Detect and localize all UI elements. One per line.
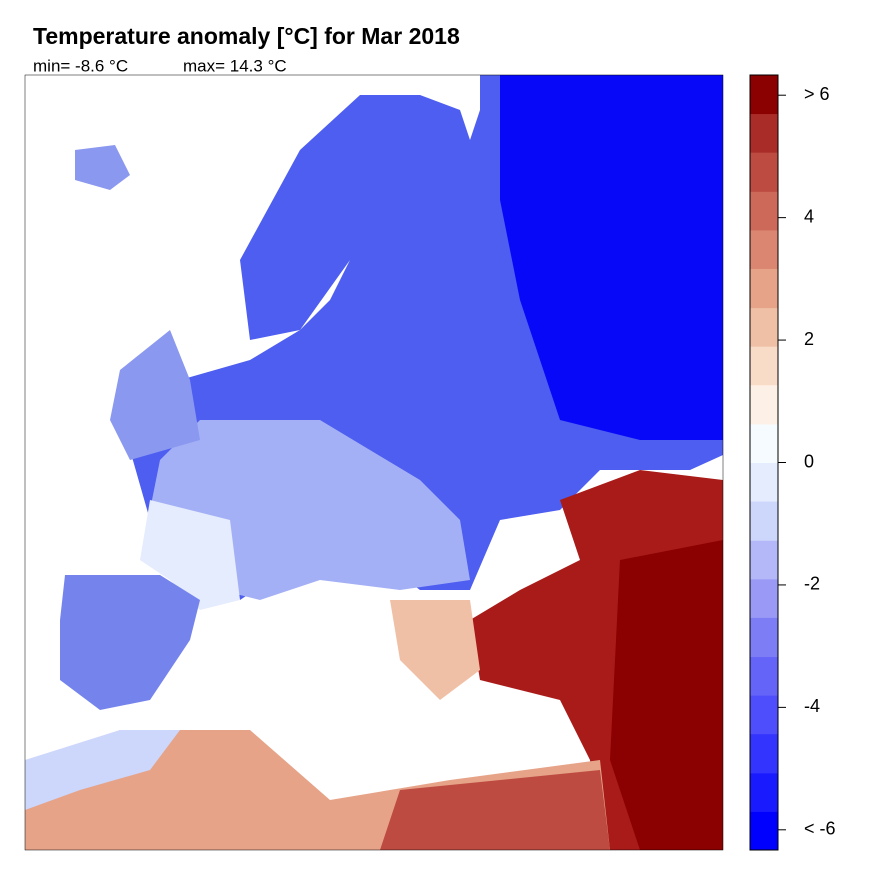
tick-label: < -6 (804, 819, 836, 839)
colorbar-band (750, 578, 778, 618)
colorbar-band (750, 423, 778, 463)
colorbar-band (750, 695, 778, 735)
colorbar-band (750, 152, 778, 192)
colorbar-band (750, 733, 778, 774)
morocco-land (25, 730, 180, 810)
east-land (610, 540, 723, 850)
max-label: max= 14.3 °C (183, 56, 287, 75)
colorbar-band (750, 307, 778, 347)
colorbar-band (750, 75, 778, 115)
tick-label: > 6 (804, 84, 830, 104)
colorbar-band (750, 617, 778, 658)
greece-land (390, 600, 480, 700)
tick-label: 0 (804, 451, 814, 471)
colorbar-band (750, 229, 778, 269)
colorbar-band (750, 772, 778, 812)
colorbar-band (750, 191, 778, 231)
colorbar-band (750, 656, 778, 696)
colorbar-band (750, 346, 778, 386)
tick-label: -4 (804, 696, 820, 716)
colorbar-band (750, 540, 778, 580)
colorbar-band (750, 384, 778, 425)
colorbar-band (750, 268, 778, 309)
chart-title: Temperature anomaly [°C] for Mar 2018 (33, 23, 460, 49)
iceland-land (75, 145, 130, 190)
libya-egypt-land (380, 770, 610, 850)
russia-land (500, 75, 723, 440)
colorbar-band (750, 113, 778, 153)
tick-label: -2 (804, 574, 820, 594)
map (24, 74, 724, 851)
colorbar-band (750, 462, 778, 502)
colorbar-band (750, 501, 778, 541)
tick-label: 4 (804, 206, 814, 226)
min-label: min= -8.6 °C (33, 56, 128, 75)
iberia-land (60, 575, 200, 710)
france-land (140, 500, 240, 610)
tick-label: 2 (804, 329, 814, 349)
map-frame (24, 74, 724, 851)
colorbar-band (750, 811, 778, 851)
britain-land (110, 330, 200, 460)
